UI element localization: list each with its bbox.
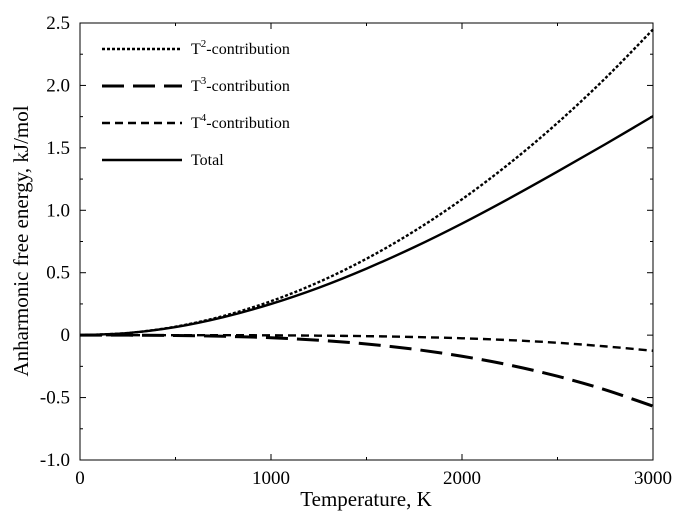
y-tick-label: 1.5: [46, 138, 70, 159]
legend-label-suffix: -contribution: [206, 115, 290, 132]
y-tick-label: 2.5: [46, 13, 70, 34]
legend-label-superscript: 2: [201, 38, 207, 50]
y-tick-label: 1.0: [46, 200, 70, 221]
legend-label-base: T: [191, 41, 201, 58]
x-tick-label: 2000: [443, 468, 481, 489]
legend-label-superscript: 4: [201, 112, 207, 124]
legend: T2-contributionT3-contributionT4-contrib…: [102, 38, 290, 169]
axis-ticks: 0 1000 2000 3000 -1.0 -0.5 0 0.5 1.0 1.5 2.0 2.5: [40, 13, 672, 489]
plot-area: [79, 22, 654, 461]
legend-label-3: T4-contribution: [191, 112, 290, 132]
legend-label-base: T: [191, 115, 201, 132]
x-tick-label: 1000: [252, 468, 290, 489]
series-lines: [79, 28, 654, 408]
y-tick-label: 0.5: [46, 263, 70, 284]
y-tick-label: 2.0: [46, 75, 70, 96]
x-tick-label: 3000: [634, 468, 672, 489]
series-line-3: [79, 333, 654, 352]
legend-label-superscript: 3: [201, 75, 207, 87]
legend-label-1: T2-contribution: [191, 38, 290, 58]
legend-label-2: T3-contribution: [191, 75, 290, 95]
y-tick-label: -0.5: [40, 388, 70, 409]
y-tick-label: 0: [61, 325, 71, 346]
x-axis-label: Temperature, K: [300, 487, 431, 511]
x-tick-label: 0: [75, 468, 85, 489]
legend-label-4: Total: [191, 152, 224, 169]
series-line-4: [79, 115, 654, 337]
y-tick-label: -1.0: [40, 450, 70, 471]
legend-label-suffix: -contribution: [206, 41, 290, 58]
y-axis-label: Anharmonic free energy, kJ/mol: [9, 105, 33, 376]
legend-label-suffix: -contribution: [206, 78, 290, 95]
legend-label-base: T: [191, 78, 201, 95]
legend-label-base: Total: [191, 152, 224, 169]
